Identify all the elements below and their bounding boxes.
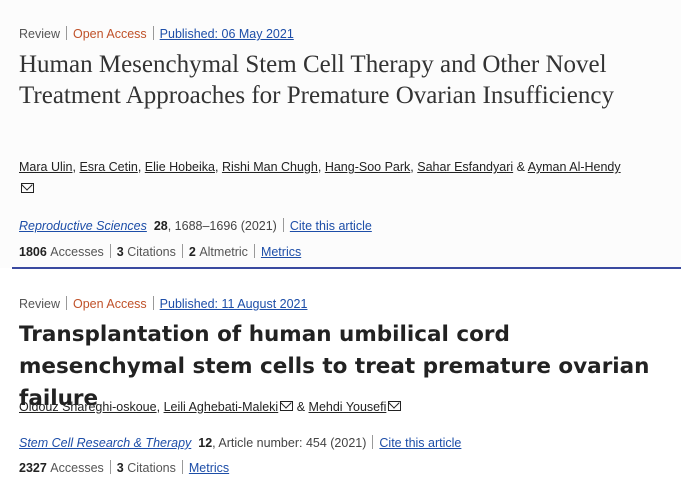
author-contact xyxy=(19,180,34,198)
author-list: Mara Ulin, Esra Cetin, Elie Hobeika, Ris… xyxy=(19,160,621,174)
mail-icon[interactable] xyxy=(21,183,34,193)
mail-icon[interactable] xyxy=(280,401,294,411)
volume: 28 xyxy=(153,219,168,233)
article-title[interactable]: Transplantation of human umbilical cord … xyxy=(19,322,650,411)
author-list: Oldouz Shareghi-oskoue, Leili Aghebati-M… xyxy=(19,400,402,414)
journal-info: Stem Cell Research & Therapy 12, Article… xyxy=(19,435,461,450)
open-access-label: Open Access xyxy=(73,297,147,311)
pages: , 1688–1696 (2021) xyxy=(167,219,277,233)
article-card-1: Review Open Access Published: 06 May 2021 … xyxy=(0,0,681,268)
author-link[interactable]: Elie Hobeika xyxy=(144,160,215,174)
article-metrics: 2327 Accesses 3 Citations Metrics xyxy=(19,460,229,475)
journal-name[interactable]: Stem Cell Research & Therapy xyxy=(19,436,192,450)
citations-label: Citations xyxy=(127,461,176,475)
divider xyxy=(66,26,67,40)
author-link[interactable]: Esra Cetin xyxy=(79,160,138,174)
author-link[interactable]: Oldouz Shareghi-oskoue xyxy=(19,400,157,414)
accesses-label: Accesses xyxy=(50,245,104,259)
accesses-label: Accesses xyxy=(50,461,104,475)
altmetric-label: Altmetric xyxy=(199,245,248,259)
divider xyxy=(152,296,154,310)
published-date[interactable]: Published: 06 May 2021 xyxy=(159,27,294,41)
article-metrics: 1806 Accesses 3 Citations 2 Altmetric Metri… xyxy=(19,244,301,259)
article-type: Review xyxy=(19,27,60,41)
published-date[interactable]: Published: 11 August 2021 xyxy=(159,297,308,311)
mail-icon[interactable] xyxy=(388,401,402,411)
author-link[interactable]: Rishi Man Chugh xyxy=(221,160,318,174)
open-access-label: Open Access xyxy=(73,27,147,41)
article-title[interactable]: Human Mesenchymal Stem Cell Therapy and … xyxy=(19,51,614,109)
article-meta: Review Open Access Published: 06 May 2021 xyxy=(19,26,294,41)
citations-count: 3 xyxy=(116,461,124,475)
divider xyxy=(152,26,154,40)
journal-name[interactable]: Reproductive Sciences xyxy=(19,219,147,233)
author-link[interactable]: Leili Aghebati-Maleki xyxy=(163,400,279,414)
citations-count: 3 xyxy=(116,245,124,259)
journal-info: Reproductive Sciences 28, 1688–1696 (202… xyxy=(19,218,372,233)
article-meta: Review Open Access Published: 11 August 20… xyxy=(19,296,307,311)
accesses-count: 1806 xyxy=(19,245,47,259)
divider xyxy=(66,296,67,310)
card-separator xyxy=(12,267,681,269)
divider xyxy=(372,435,374,449)
cite-this-article-link[interactable]: Cite this article xyxy=(379,436,462,450)
metrics-link[interactable]: Metrics xyxy=(260,245,302,259)
article-card-2: Review Open Access Published: 11 August 20… xyxy=(0,270,681,504)
article-type: Review xyxy=(19,297,60,311)
author-link[interactable]: Sahar Esfandyari xyxy=(417,160,514,174)
author-link[interactable]: Mara Ulin xyxy=(19,160,73,174)
author-link[interactable]: Mehdi Yousefi xyxy=(308,400,387,414)
metrics-link[interactable]: Metrics xyxy=(188,461,230,475)
cite-this-article-link[interactable]: Cite this article xyxy=(289,219,372,233)
citations-label: Citations xyxy=(127,245,176,259)
divider xyxy=(282,218,284,232)
author-link[interactable]: Hang-Soo Park xyxy=(324,160,411,174)
accesses-count: 2327 xyxy=(19,461,47,475)
author-link[interactable]: Ayman Al-Hendy xyxy=(527,160,621,174)
pages: , Article number: 454 (2021) xyxy=(212,436,367,450)
altmetric-count: 2 xyxy=(188,245,196,259)
volume: 12 xyxy=(198,436,213,450)
